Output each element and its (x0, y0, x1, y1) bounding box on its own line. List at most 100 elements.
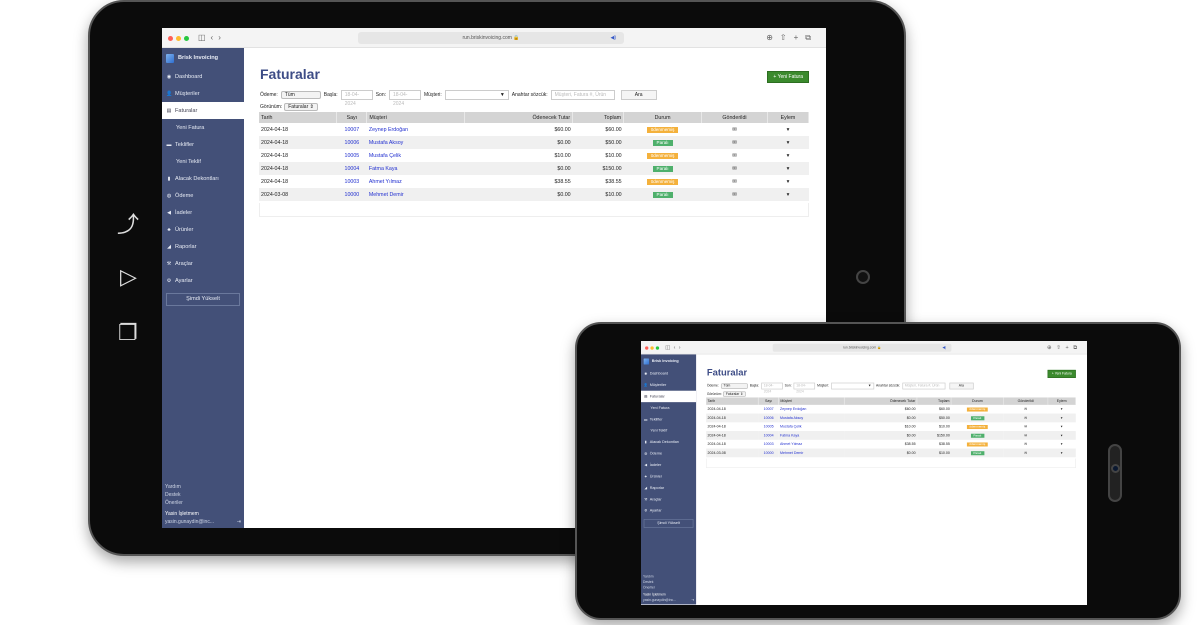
keyword-input[interactable]: Müşteri, Fatura #, Ürün (550, 90, 615, 100)
payment-select[interactable]: Tüm (280, 91, 321, 99)
column-header[interactable]: Ödenecek Tutar (844, 397, 918, 405)
sidebar-item-3[interactable]: Yeni Fatura (162, 119, 244, 136)
brand[interactable]: Brisk Invoicing (162, 48, 244, 68)
sidebar-item-6[interactable]: ▮ Alacak Dekontları (162, 170, 244, 187)
envelope-icon[interactable]: ✉ (732, 139, 737, 146)
end-date-input[interactable]: 18-04-2024 (793, 382, 816, 394)
table-row[interactable]: 2024-04-18 10003 Ahmet Yılmaz $38.55 $38.55 ö… (706, 440, 1075, 449)
sidebar-item-8[interactable]: ◀ İadeler (162, 204, 244, 221)
action-dropdown-icon[interactable]: ▾ (1060, 415, 1063, 420)
browser-tools[interactable]: ⊕⇧+⧉ (766, 33, 818, 42)
sidebar-item-12[interactable]: ⚙ Ayarlar (641, 505, 696, 516)
sidebar-item-1[interactable]: 👤 Müşteriler (162, 85, 244, 102)
action-dropdown-icon[interactable]: ▾ (1060, 407, 1063, 412)
sidebar-item-9[interactable]: ♣ Ürünler (641, 471, 696, 482)
sidebar-item-12[interactable]: ⚙ Ayarlar (162, 272, 244, 289)
table-row[interactable]: 2024-04-18 10007 Zeynep Erdoğan $60.00 $60.0… (706, 405, 1075, 414)
envelope-icon[interactable]: ✉ (1024, 407, 1028, 412)
speaker-icon[interactable]: ◀) (942, 345, 947, 350)
customer-value[interactable]: Zeynep Erdoğan (780, 407, 807, 412)
sidebar-item-2[interactable]: ▤ Faturalar (641, 390, 697, 403)
num-value[interactable]: 10007 (344, 126, 360, 133)
table-row[interactable]: 2024-04-18 10007 Zeynep Erdoğan $60.00 $60.0… (259, 123, 809, 136)
customer-select[interactable]: ▼ (444, 90, 509, 100)
action-dropdown-icon[interactable]: ▾ (1060, 433, 1063, 438)
payment-select[interactable]: Tüm (720, 383, 748, 389)
suggestions-link[interactable]: Öneriler (165, 500, 183, 506)
envelope-icon[interactable]: ✉ (1024, 442, 1028, 447)
help-link[interactable]: Yardım (165, 484, 181, 490)
business-name[interactable]: Yasin İşletmem (643, 593, 666, 598)
start-date-input[interactable]: 18-04-2024 (340, 90, 373, 107)
column-header[interactable]: Eylem (767, 112, 810, 123)
column-header[interactable]: Tarih (706, 397, 759, 405)
column-header[interactable]: Ödenecek Tutar (464, 112, 574, 123)
table-row[interactable]: 2024-03-08 10000 Mehmet Demir $0.00 $10.00 Pa… (259, 188, 809, 201)
table-row[interactable]: 2024-04-18 10004 Fatma Kaya $0.00 $150.00 Par… (259, 162, 809, 175)
column-header[interactable]: Durum (623, 112, 703, 123)
sidebar-item-3[interactable]: Yeni Fatura (641, 402, 696, 413)
sidebar-item-4[interactable]: ▬ Teklifler (641, 414, 696, 425)
sidebar-item-9[interactable]: ♣ Ürünler (162, 221, 244, 238)
sidebar-item-2[interactable]: ▤ Faturalar (162, 102, 244, 119)
envelope-icon[interactable]: ✉ (732, 191, 737, 198)
upgrade-button[interactable]: Şimdi Yükselt (166, 293, 240, 306)
num-value[interactable]: 10005 (344, 152, 360, 159)
envelope-icon[interactable]: ✉ (732, 126, 737, 133)
sidebar-item-11[interactable]: ⚒ Araçlar (162, 255, 244, 272)
back-forward-icons[interactable]: ◫‹› (665, 344, 684, 351)
column-header[interactable]: Müşteri (366, 112, 466, 123)
num-value[interactable]: 10006 (344, 139, 360, 146)
help-link[interactable]: Yardım (643, 574, 654, 579)
search-button[interactable]: Ara (620, 90, 657, 100)
sidebar-item-11[interactable]: ⚒ Araçlar (641, 494, 696, 505)
num-value[interactable]: 10003 (763, 442, 774, 447)
address-bar[interactable]: run.briskinvoicing.com 🔒 ◀) (772, 343, 952, 352)
envelope-icon[interactable]: ✉ (732, 178, 737, 185)
column-header[interactable]: Durum (951, 397, 1004, 405)
search-button[interactable]: Ara (949, 382, 974, 390)
table-row[interactable]: 2024-04-18 10004 Fatma Kaya $0.00 $150.00 Par… (706, 431, 1076, 440)
num-value[interactable]: 10005 (763, 424, 774, 429)
sidebar-item-4[interactable]: ▬ Teklifler (162, 136, 244, 153)
action-dropdown-icon[interactable]: ▾ (786, 152, 790, 159)
sidebar-item-0[interactable]: ◉ Dashboard (162, 68, 244, 85)
sidebar-item-7[interactable]: ◍ Ödeme (641, 448, 696, 459)
customer-value[interactable]: Mehmet Demir (368, 191, 404, 198)
view-select[interactable]: Faturalar ⇕ (723, 391, 746, 397)
envelope-icon[interactable]: ✉ (1024, 433, 1028, 438)
column-header[interactable]: Sayı (336, 112, 368, 123)
window-controls[interactable] (168, 36, 189, 41)
num-value[interactable]: 10000 (763, 450, 774, 455)
customer-select[interactable]: ▼ (831, 382, 875, 390)
envelope-icon[interactable]: ✉ (732, 152, 737, 159)
logout-icon[interactable]: ⇥ (236, 519, 241, 525)
customer-value[interactable]: Mehmet Demir (780, 450, 804, 455)
end-date-input[interactable]: 18-04-2024 (389, 90, 421, 107)
envelope-icon[interactable]: ✉ (1024, 424, 1028, 429)
num-value[interactable]: 10006 (763, 415, 774, 420)
business-name[interactable]: Yasin İşletmem (165, 511, 199, 517)
browser-tools[interactable]: ⊕⇧+⧉ (1047, 344, 1082, 351)
customer-value[interactable]: Fatma Kaya (780, 433, 800, 438)
sidebar-item-0[interactable]: ◉ Dashboard (641, 368, 696, 379)
logout-icon[interactable]: ⇥ (691, 598, 695, 603)
customer-value[interactable]: Mustafa Çelik (368, 152, 401, 159)
column-header[interactable]: Toplam (572, 112, 625, 123)
new-invoice-button[interactable]: + Yeni Fatura (1047, 369, 1076, 378)
action-dropdown-icon[interactable]: ▾ (786, 178, 790, 185)
new-invoice-button[interactable]: + Yeni Fatura (767, 71, 809, 83)
back-forward-icons[interactable]: ◫‹› (198, 33, 226, 42)
support-link[interactable]: Destek (643, 580, 654, 585)
customer-value[interactable]: Mustafa Aksoy (368, 139, 404, 146)
column-header[interactable]: Eylem (1047, 397, 1076, 405)
customer-value[interactable]: Ahmet Yılmaz (780, 442, 803, 447)
customer-value[interactable]: Ahmet Yılmaz (368, 178, 402, 185)
speaker-icon[interactable]: ◀) (610, 35, 616, 41)
customer-value[interactable]: Mustafa Aksoy (780, 415, 804, 420)
action-dropdown-icon[interactable]: ▾ (786, 126, 790, 133)
sidebar-item-10[interactable]: ◢ Raporlar (641, 482, 696, 493)
table-row[interactable]: 2024-04-18 10006 Mustafa Aksoy $0.00 $50.00 P… (706, 413, 1076, 423)
suggestions-link[interactable]: Öneriler (643, 585, 655, 590)
action-dropdown-icon[interactable]: ▾ (786, 191, 790, 198)
